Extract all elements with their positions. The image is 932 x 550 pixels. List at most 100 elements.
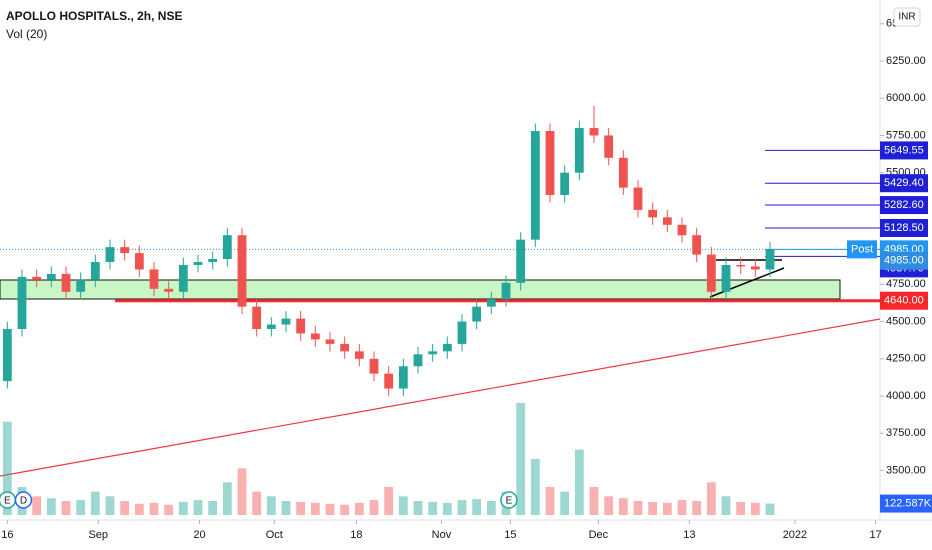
volume-bar (648, 501, 658, 515)
drawings (0, 149, 881, 477)
volume-bar (486, 501, 496, 515)
price-level-badge (880, 174, 928, 193)
volume-bar (164, 504, 174, 515)
volume-bar (237, 468, 247, 515)
price-level-badge (880, 218, 928, 237)
candle-body (472, 306, 482, 322)
volume-bar (692, 501, 702, 515)
y-tick-label: 4750.00 (886, 278, 926, 290)
x-tick-label: 15 (504, 529, 516, 541)
candle-body (765, 249, 775, 270)
volume-bar (516, 403, 526, 515)
x-tick-label: 20 (193, 529, 205, 541)
last-price-label: 4985.00 (884, 255, 924, 267)
event-badge[interactable] (500, 491, 518, 509)
volume-bar (706, 482, 716, 515)
volume-bar (2, 421, 12, 515)
volume-bar (633, 501, 643, 515)
candle-body (545, 131, 555, 196)
volume-bar (120, 501, 130, 515)
x-tick-label: 18 (350, 529, 362, 541)
volume-label: 122.587K (884, 497, 932, 509)
volume-bar (442, 502, 452, 515)
y-tick-label: 3500.00 (886, 464, 926, 476)
price-level-label: 5128.50 (884, 222, 924, 234)
triangle-bottom (709, 267, 785, 298)
volume-bar (61, 501, 71, 515)
candle-body (457, 321, 467, 344)
volume-bar (178, 501, 188, 515)
volume-bar (384, 487, 394, 515)
chart-subtitle: Vol (20) (6, 27, 47, 41)
candle-body (413, 354, 423, 367)
candle-body (164, 288, 174, 292)
candle-body (516, 239, 526, 283)
candle-body (325, 339, 335, 344)
volume-bar (472, 499, 482, 515)
volume-bar (413, 501, 423, 515)
y-tick-label: 6250.00 (886, 55, 926, 67)
x-tick-label: Nov (432, 529, 452, 541)
volume-bar (222, 482, 232, 515)
candle-body (428, 351, 438, 355)
candle-body (222, 235, 232, 260)
volume-bar (736, 501, 746, 515)
price-level-label: 5429.40 (884, 177, 924, 189)
candle-body (692, 235, 702, 255)
tag-badge[interactable] (847, 240, 877, 259)
candle-body (32, 276, 42, 280)
candle-body (633, 187, 643, 210)
volume-bar (560, 491, 570, 515)
volume-bar (76, 500, 86, 515)
candle-body (384, 373, 394, 389)
candle-body (369, 358, 379, 374)
x-tick-label: 16 (1, 529, 13, 541)
y-tick-label: 4250.00 (886, 353, 926, 365)
candle-body (61, 273, 71, 292)
candle-body (560, 172, 570, 196)
volume-bar (765, 503, 775, 515)
volume-bar (310, 502, 320, 515)
candle-body (648, 209, 658, 218)
tag-label[interactable]: Post (851, 243, 873, 255)
candle-body (736, 264, 746, 267)
candle-body (208, 259, 218, 263)
candle-body (266, 324, 276, 330)
event-label[interactable]: E (506, 496, 513, 507)
candle-body (706, 254, 716, 292)
last-price-badge (880, 251, 928, 270)
volume-bar (325, 503, 335, 515)
x-tick-label: Sep (88, 529, 108, 541)
candle-body (750, 266, 760, 270)
candle-body (2, 329, 12, 382)
event-badge[interactable] (14, 491, 33, 509)
candle-body (354, 351, 364, 359)
volume-bar (193, 500, 203, 515)
candle-body (120, 247, 130, 254)
candle-body (501, 282, 511, 300)
candle-body (310, 333, 320, 340)
candle-body (17, 276, 27, 330)
volume-badge (880, 494, 932, 513)
overlays: 3500.00 3750.00 4000.00 4250.00 4500.00 4750.… (0, 18, 932, 541)
volume-bar (604, 496, 614, 515)
y-tick-label: 3750.00 (886, 427, 926, 439)
candle-body (618, 157, 628, 188)
volume-bar (618, 498, 628, 515)
volume-bar (545, 487, 555, 515)
volume-bar (149, 502, 159, 515)
event-label[interactable]: D (20, 496, 27, 507)
candle-body (677, 224, 687, 236)
volume-bar (398, 496, 408, 515)
x-tick-label: Oct (266, 529, 283, 541)
volume-bar (750, 502, 760, 515)
volume-bar (266, 496, 276, 515)
currency-label[interactable]: INR (898, 12, 915, 23)
volume-bar (296, 501, 306, 515)
event-label[interactable]: E (4, 496, 11, 507)
volume-bar (105, 496, 115, 515)
candle-body (604, 135, 614, 158)
candle-body (721, 264, 731, 292)
currency-badge[interactable] (893, 7, 921, 27)
